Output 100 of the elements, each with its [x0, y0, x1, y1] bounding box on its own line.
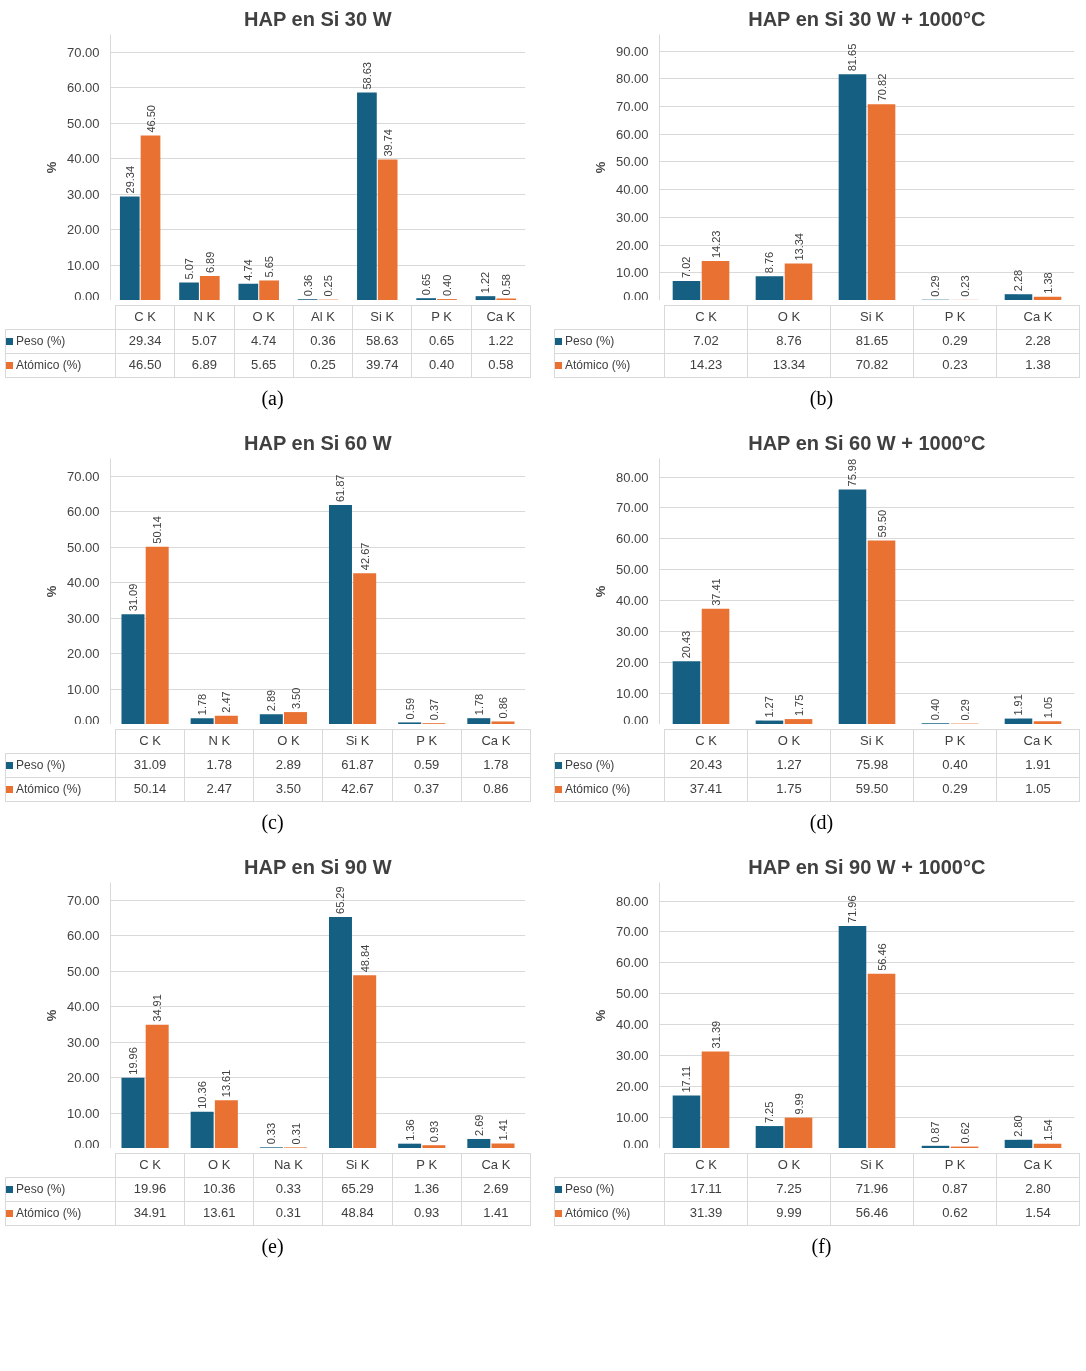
- bar: [214, 1100, 238, 1148]
- text: 46.50: [144, 105, 157, 133]
- y-tick-label: 50.00: [66, 115, 100, 131]
- bar: [1033, 721, 1062, 724]
- text: 13.34: [792, 233, 805, 261]
- bar: [214, 715, 238, 724]
- data-label: 59.50: [830, 777, 914, 802]
- data-label: 2.28: [996, 329, 1080, 354]
- bar: [475, 296, 496, 300]
- text: 61.87: [334, 474, 347, 503]
- bar: [921, 1145, 950, 1148]
- legend-label: Peso (%): [554, 329, 665, 354]
- data-label: 1.78: [461, 753, 531, 778]
- data-label: 1.41: [461, 1201, 531, 1226]
- text: 56.46: [875, 943, 888, 971]
- data-label: 0.62: [913, 1201, 997, 1226]
- text: 5.07: [183, 258, 196, 280]
- data-label: 2.80: [996, 1177, 1080, 1202]
- data-label: 61.87: [322, 753, 393, 778]
- bar: [1004, 294, 1033, 300]
- data-label: 1.22: [471, 329, 531, 354]
- legend-label: Peso (%): [5, 329, 116, 354]
- data-label: 46.50: [115, 353, 175, 378]
- data-label: 50.14: [115, 777, 185, 802]
- x-tick-label: P K: [913, 305, 997, 330]
- y-tick-label: 10.00: [66, 1105, 100, 1121]
- text: 0.40: [440, 274, 453, 297]
- text: 1.27: [763, 696, 776, 718]
- x-tick-label: C K: [115, 305, 175, 330]
- y-tick-label: 30.00: [615, 209, 649, 225]
- data-label: 2.69: [461, 1177, 531, 1202]
- y-tick-label: 40.00: [66, 575, 100, 591]
- text: 1.36: [403, 1119, 416, 1141]
- legend-label: Atómico (%): [554, 1201, 665, 1226]
- x-tick-label: Ca K: [461, 729, 531, 754]
- bar: [357, 92, 377, 300]
- text: 58.63: [360, 62, 373, 90]
- text: 0.40: [929, 698, 942, 721]
- text: 20.43: [680, 630, 693, 659]
- y-tick-label: 90.00: [615, 43, 649, 59]
- text: (c): [260, 810, 285, 836]
- y-axis-title: %: [592, 161, 608, 174]
- data-label: 31.09: [115, 753, 185, 778]
- x-tick-label: C K: [664, 1153, 748, 1178]
- x-tick-label: O K: [747, 1153, 831, 1178]
- bar: [121, 1077, 145, 1148]
- bar: [328, 505, 352, 724]
- bar: [867, 540, 896, 724]
- y-tick-label: 0.00: [623, 712, 649, 728]
- text: 10.36: [196, 1081, 209, 1109]
- data-label: 0.87: [913, 1177, 997, 1202]
- bar: [755, 276, 784, 300]
- y-tick-label: 50.00: [66, 963, 100, 979]
- x-tick-label: N K: [184, 729, 254, 754]
- data-label: 17.11: [664, 1177, 748, 1202]
- data-label: 42.67: [322, 777, 393, 802]
- text: 2.89: [265, 689, 278, 712]
- text: 1.91: [1012, 694, 1025, 716]
- y-tick-label: 20.00: [66, 222, 100, 238]
- bar: [838, 925, 867, 1148]
- y-tick-label: 40.00: [66, 999, 100, 1015]
- legend-label: Peso (%): [554, 753, 665, 778]
- data-label: 2.89: [253, 753, 323, 778]
- y-tick-label: 20.00: [615, 655, 649, 671]
- bar: [491, 1143, 515, 1148]
- text: 1.38: [1041, 272, 1054, 294]
- data-label: 0.25: [293, 353, 353, 378]
- text: 2.28: [1012, 269, 1025, 292]
- y-tick-label: 10.00: [66, 257, 100, 273]
- chart-title: HAP en Si 30 W + 1000°C: [748, 7, 986, 30]
- legend-label: Peso (%): [554, 1177, 665, 1202]
- text: 70.82: [875, 73, 888, 102]
- bar: [784, 719, 813, 724]
- y-tick-label: 60.00: [66, 928, 100, 944]
- bar: [755, 1126, 784, 1148]
- text: 7.02: [680, 256, 693, 279]
- y-tick-label: 80.00: [615, 469, 649, 485]
- text: 7.25: [763, 1101, 776, 1124]
- x-tick-label: O K: [184, 1153, 254, 1178]
- data-label: 29.34: [115, 329, 175, 354]
- data-label: 2.47: [184, 777, 254, 802]
- data-label: 7.02: [664, 329, 748, 354]
- text: 50.14: [151, 516, 164, 544]
- data-label: 81.65: [830, 329, 914, 354]
- bar: [672, 1095, 701, 1148]
- legend-label: Atómico (%): [5, 353, 116, 378]
- y-tick-label: 60.00: [615, 531, 649, 547]
- x-tick-label: O K: [234, 305, 294, 330]
- bar: [179, 282, 199, 300]
- bar: [190, 1111, 214, 1148]
- bar: [672, 281, 701, 300]
- text: 9.99: [792, 1093, 805, 1115]
- text: 2.80: [1012, 1115, 1025, 1137]
- data-label: 1.38: [996, 353, 1080, 378]
- y-axis-title: %: [43, 585, 59, 598]
- y-axis-title: %: [43, 161, 59, 174]
- y-tick-label: 70.00: [615, 99, 649, 115]
- text: 1.75: [792, 694, 805, 717]
- text: 0.31: [289, 1122, 302, 1145]
- bar: [259, 714, 283, 724]
